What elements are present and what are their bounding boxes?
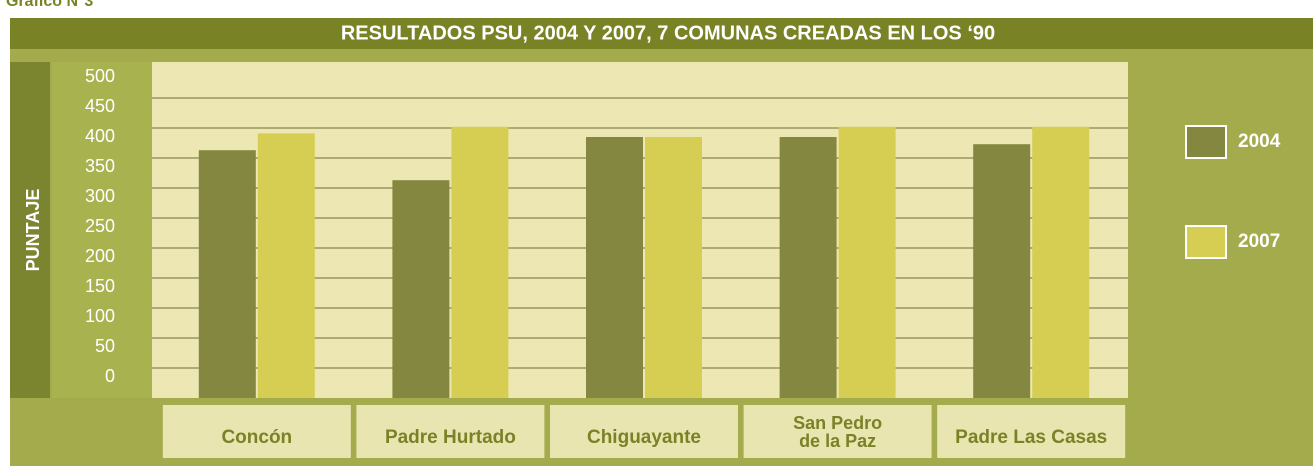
x-tick-label: Chiguayante [587, 427, 701, 448]
x-tick-label: San Pedro de la Paz [793, 413, 882, 451]
y-label-column [10, 62, 50, 398]
caption: Gráfico N°3 [6, 0, 93, 10]
legend-swatch [1185, 225, 1227, 259]
y-tick-label: 50 [95, 336, 115, 356]
x-tick-label: Concón [221, 427, 292, 448]
y-tick-label: 350 [85, 156, 115, 176]
bar [973, 144, 1031, 398]
x-tick-label: Padre Las Casas [955, 427, 1107, 448]
y-axis-label: PUNTAJE [23, 189, 43, 272]
x-tick-label: Padre Hurtado [385, 427, 516, 448]
category-box [937, 405, 1126, 458]
chart-title: RESULTADOS PSU, 2004 Y 2007, 7 COMUNAS C… [341, 22, 995, 44]
title-bar [10, 18, 1313, 49]
bar [838, 126, 896, 399]
tick-column [52, 62, 152, 398]
bar [451, 126, 509, 399]
x-tick-label-line: de la Paz [799, 431, 876, 451]
y-tick-label: 450 [85, 96, 115, 116]
y-tick-label: 500 [85, 66, 115, 86]
y-tick-label: 0 [105, 366, 115, 386]
bar [198, 150, 256, 398]
bar [392, 180, 450, 398]
category-box [162, 405, 351, 458]
bar [586, 137, 643, 398]
category-box [356, 405, 545, 458]
y-tick-label: 300 [85, 186, 115, 206]
y-tick-label: 150 [85, 276, 115, 296]
category-box [550, 405, 738, 458]
legend-swatch [1185, 125, 1227, 159]
y-tick-label: 400 [85, 126, 115, 146]
bar [779, 137, 837, 398]
bar [645, 137, 702, 398]
category-box [743, 405, 932, 458]
legend-label: 2007 [1238, 231, 1280, 252]
legend-label: 2004 [1238, 131, 1281, 152]
x-tick-label-line: San Pedro [793, 413, 882, 433]
y-tick-label: 200 [85, 246, 115, 266]
y-tick-label: 100 [85, 306, 115, 326]
bar [257, 133, 315, 398]
bar [1032, 126, 1090, 399]
y-tick-label: 250 [85, 216, 115, 236]
